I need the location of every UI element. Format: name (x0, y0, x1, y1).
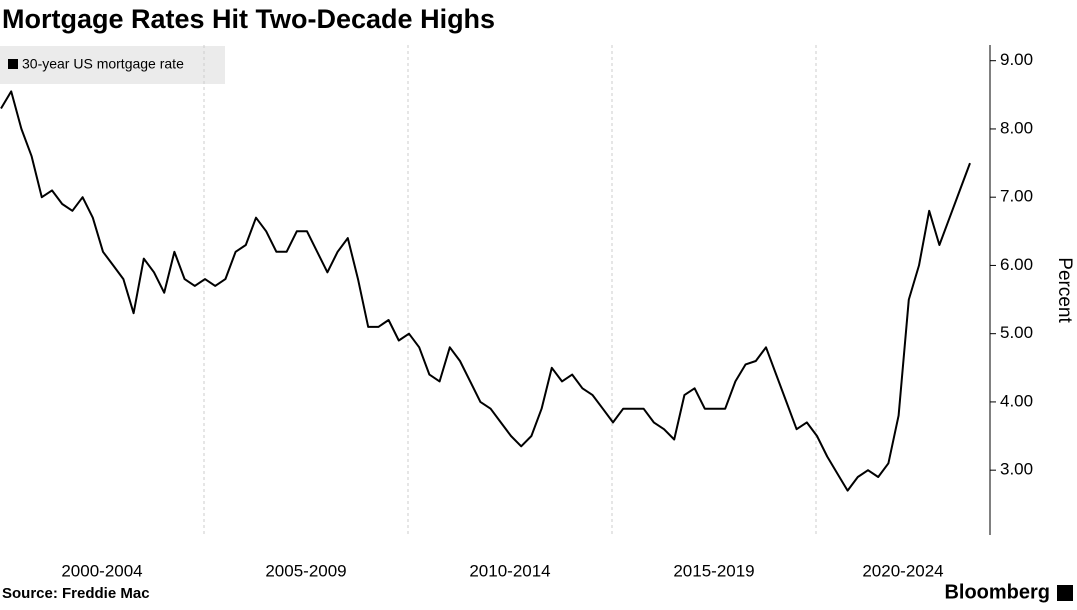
y-tick-label: 5.00 (1000, 323, 1033, 342)
legend-box (0, 46, 225, 84)
x-tick-label: 2020-2024 (862, 561, 943, 580)
brand: Bloomberg (944, 581, 1050, 603)
x-tick-label: 2015-2019 (673, 561, 754, 580)
y-tick-label: 9.00 (1000, 50, 1033, 69)
x-tick-label: 2005-2009 (265, 561, 346, 580)
legend-swatch (8, 59, 18, 69)
y-axis-label: Percent (1054, 257, 1075, 323)
x-tick-label: 2000-2004 (61, 561, 142, 580)
y-tick-label: 8.00 (1000, 118, 1033, 137)
source: Source: Freddie Mac (2, 585, 150, 602)
y-tick-label: 7.00 (1000, 187, 1033, 206)
y-tick-label: 3.00 (1000, 460, 1033, 479)
x-tick-label: 2010-2014 (469, 561, 550, 580)
y-tick-label: 6.00 (1000, 255, 1033, 274)
legend-label: 30-year US mortgage rate (22, 56, 184, 72)
brand-icon (1057, 585, 1073, 601)
y-tick-label: 4.00 (1000, 391, 1033, 410)
chart-title: Mortgage Rates Hit Two-Decade Highs (2, 4, 495, 34)
line-series (0, 90, 971, 492)
